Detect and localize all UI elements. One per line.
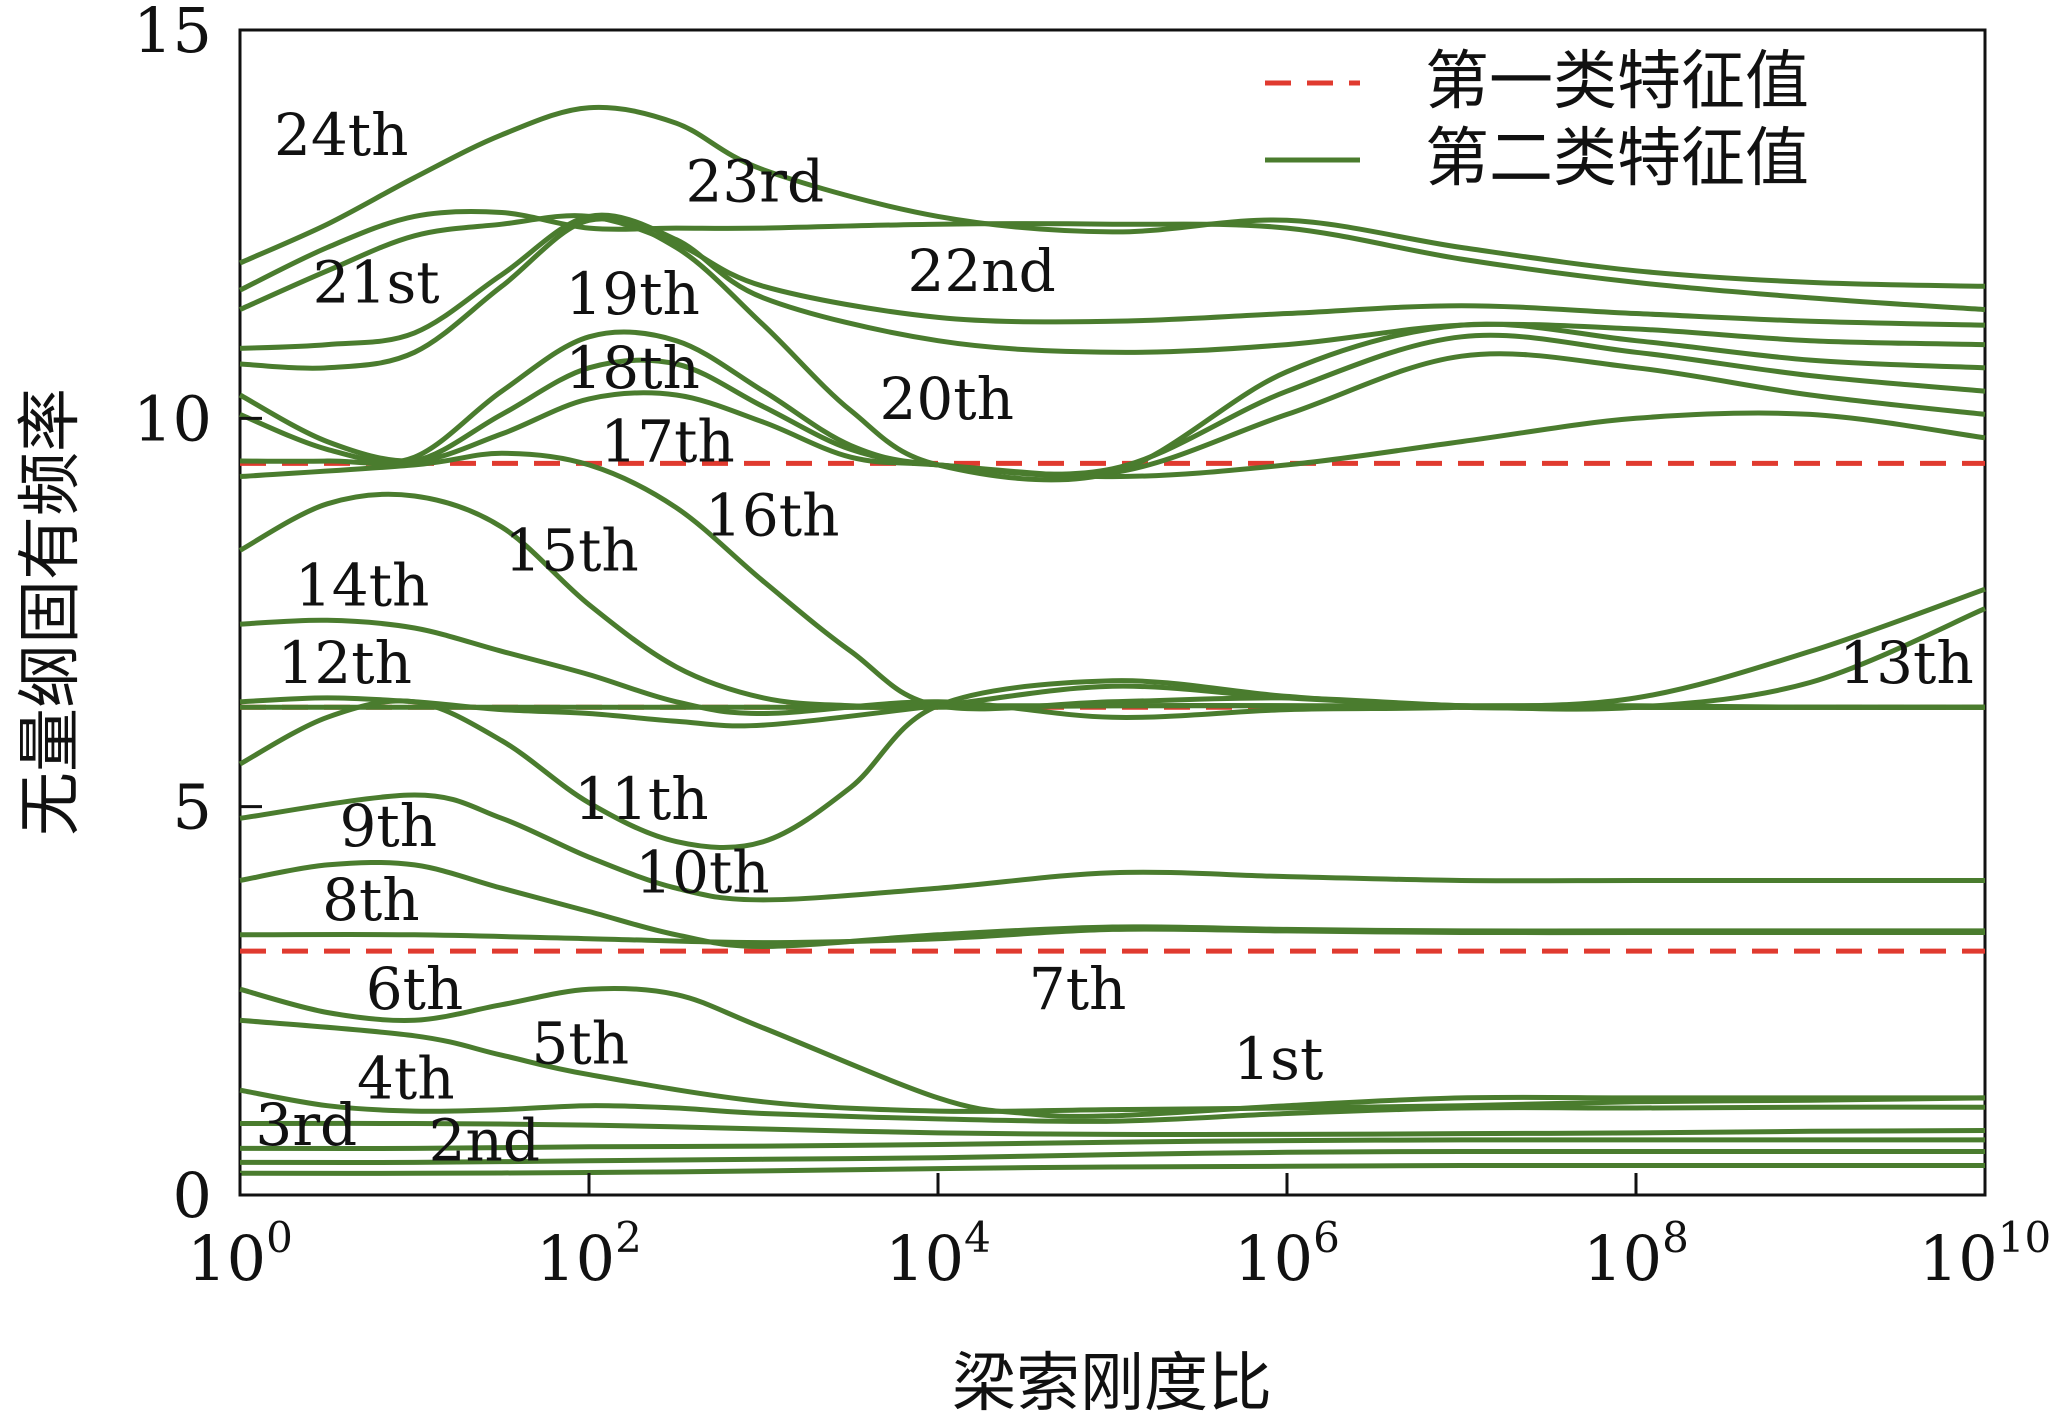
x-tick-label-5: 1010 [1919,1213,2051,1295]
curve-label-3rd: 3rd [255,1091,357,1159]
x-tick-label-3: 106 [1234,1213,1340,1295]
curve-label-8th: 8th [322,866,420,934]
curve-label-16th: 16th [705,481,839,549]
legend: 第一类特征值 第二类特征值 [1265,45,1809,196]
second-kind-curve-10 [239,792,1985,903]
x-axis-title: 梁索刚度比 [952,1347,1272,1421]
curve-label-21st: 21st [313,248,440,316]
curve-label-20th: 20th [879,365,1013,433]
second-kind-curves [238,104,1986,1176]
legend-label-second-kind: 第二类特征值 [1425,122,1809,196]
second-kind-curve-24 [238,104,1986,289]
legend-label-first-kind: 第一类特征值 [1425,45,1809,119]
curve-label-6th: 6th [366,955,464,1023]
curve-label-1st: 1st [1233,1025,1323,1093]
curve-label-19th: 19th [565,260,699,328]
second-kind-curve-2 [239,1148,1985,1165]
second-kind-curve-1 [239,1162,1985,1176]
x-tick-label-4: 108 [1583,1213,1689,1295]
curve-label-11th: 11th [574,765,708,833]
second-kind-curve-21 [239,212,1986,355]
second-kind-curve-4 [239,1120,1986,1138]
curve-label-13th: 13th [1839,629,1973,697]
second-kind-curve-16 [239,450,1985,712]
second-kind-curve-3 [239,1137,1985,1152]
y-tick-label-0: 0 [173,1159,212,1232]
curve-label-7th: 7th [1029,955,1127,1023]
curve-label-22nd: 22nd [907,237,1055,305]
curve-label-4th: 4th [357,1045,455,1113]
second-kind-curve-5 [239,1087,1986,1124]
curve-label-17th: 17th [600,408,734,476]
x-tick-label-0: 100 [187,1213,293,1295]
curve-label-15th: 15th [504,516,638,584]
curve-label-14th: 14th [295,551,429,619]
x-tick-label-2: 104 [885,1213,991,1295]
x-tick-label-1: 102 [536,1213,642,1295]
second-kind-curve-7 [239,985,1985,1119]
y-axis-title: 无量纲固有频率 [14,388,88,836]
curve-label-24th: 24th [274,101,408,169]
curve-label-23rd: 23rd [685,147,824,215]
second-kind-curve-9 [239,859,1985,949]
y-tick-label-1: 5 [173,771,212,844]
second-kind-curve-13 [240,606,1986,712]
y-tick-label-3: 15 [133,0,212,67]
curve-label-12th: 12th [277,629,411,697]
curve-label-2nd: 2nd [429,1107,540,1175]
second-kind-curve-6 [239,1017,1986,1114]
second-kind-curve-20 [239,216,1986,483]
plot-frame [238,28,1987,1197]
curve-label-18th: 18th [565,334,699,402]
curve-label-10th: 10th [635,839,769,907]
curve-label-5th: 5th [531,1010,629,1078]
second-kind-curve-22 [238,213,1986,328]
y-tick-label-2: 10 [133,382,212,455]
curve-label-9th: 9th [340,792,438,860]
